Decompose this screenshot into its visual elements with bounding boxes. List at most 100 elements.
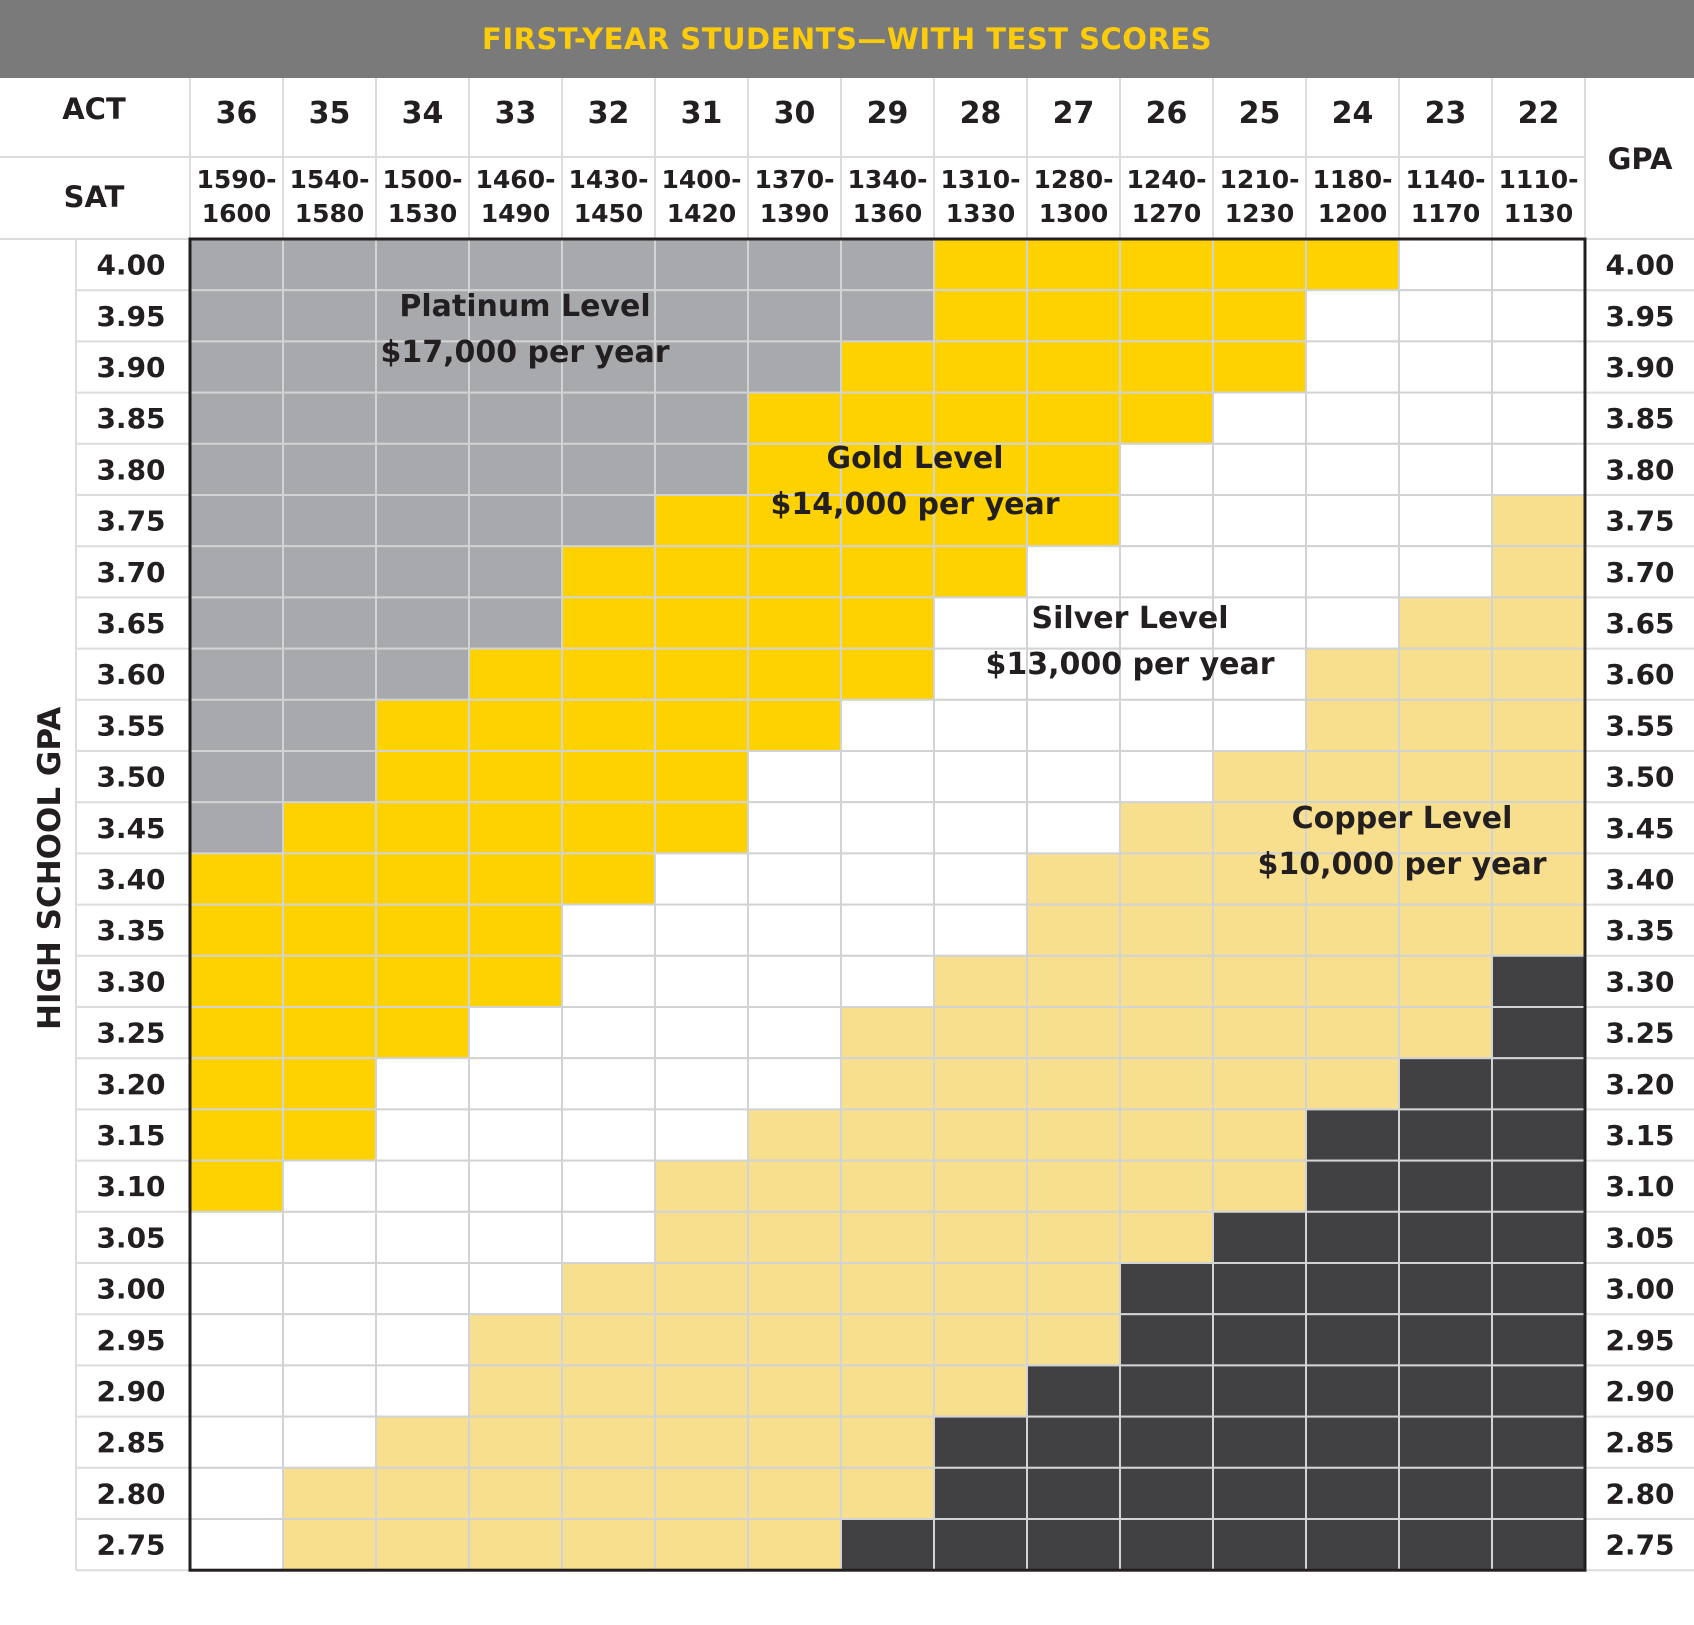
grid-cell xyxy=(189,238,284,292)
grid-cell xyxy=(1398,1415,1493,1469)
grid-cell xyxy=(189,1159,284,1213)
grid-cell xyxy=(1119,1262,1214,1316)
grid-cell xyxy=(1398,1313,1493,1367)
grid-cell xyxy=(654,903,749,957)
grid-cell xyxy=(1305,596,1400,650)
grid-cell xyxy=(933,1415,1028,1469)
grid-cell xyxy=(1398,647,1493,701)
sat-range-label: 1400- xyxy=(662,165,742,194)
grid-cell xyxy=(468,954,563,1008)
grid-cell xyxy=(654,1466,749,1521)
grid-cell xyxy=(933,750,1028,804)
grid-cell xyxy=(375,954,470,1008)
grid-cell xyxy=(1026,1313,1121,1367)
grid-cell xyxy=(1119,954,1214,1008)
gpa-row-label-left: 3.80 xyxy=(96,453,165,486)
sat-range-label: 1590- xyxy=(197,165,277,194)
grid-cell xyxy=(561,1262,656,1316)
grid-cell xyxy=(1212,1006,1307,1060)
grid-cell xyxy=(375,1364,470,1418)
grid-cell xyxy=(375,1466,470,1521)
grid-cell xyxy=(747,238,842,292)
grid-cell xyxy=(375,1415,470,1469)
grid-cell xyxy=(1119,1466,1214,1521)
grid-cell xyxy=(1212,1057,1307,1111)
grid-cell xyxy=(654,1159,749,1213)
grid-cell xyxy=(1398,442,1493,496)
grid-cell xyxy=(1398,545,1493,599)
grid-cell xyxy=(189,1364,284,1418)
grid-cell xyxy=(1212,698,1307,752)
grid-cell xyxy=(561,1159,656,1213)
grid-cell xyxy=(840,647,935,701)
sat-range-label: 1420 xyxy=(667,199,737,228)
silver-level-name: Silver Level xyxy=(1031,601,1229,636)
gpa-row-label-left: 4.00 xyxy=(96,249,165,282)
grid-cell xyxy=(1398,289,1493,343)
sat-range-label: 1280- xyxy=(1034,165,1114,194)
act-score-label: 35 xyxy=(309,96,351,131)
grid-cell xyxy=(933,1364,1028,1418)
grid-cell xyxy=(282,289,377,343)
grid-cell xyxy=(1119,1210,1214,1265)
sat-range-label: 1450 xyxy=(574,199,644,228)
grid-cell xyxy=(1026,1518,1121,1572)
grid-cell xyxy=(375,596,470,650)
grid-cell xyxy=(1212,1108,1307,1162)
gpa-row-label-right: 3.25 xyxy=(1605,1017,1674,1050)
grid-cell xyxy=(561,1006,656,1060)
gpa-row-label-left: 3.20 xyxy=(96,1068,165,1101)
grid-cell xyxy=(747,1415,842,1469)
grid-cell xyxy=(561,391,656,445)
grid-cell xyxy=(1119,750,1214,804)
grid-cell xyxy=(468,801,563,855)
grid-cell xyxy=(840,954,935,1008)
grid-cell xyxy=(468,1415,563,1469)
grid-cell xyxy=(1212,954,1307,1008)
grid-cell xyxy=(840,442,935,496)
grid-cell xyxy=(654,647,749,701)
grid-cell xyxy=(1305,698,1400,752)
grid-cell xyxy=(189,1313,284,1367)
grid-cell xyxy=(282,801,377,855)
grid-cell xyxy=(468,1057,563,1111)
grid-cell xyxy=(1491,903,1586,957)
grid-cell xyxy=(840,801,935,855)
grid-cell xyxy=(654,1415,749,1469)
grid-cell xyxy=(189,1006,284,1060)
act-score-label: 25 xyxy=(1239,96,1281,131)
grid-cell xyxy=(1026,1006,1121,1060)
grid-cell xyxy=(468,494,563,548)
grid-cell xyxy=(747,954,842,1008)
grid-cell xyxy=(840,698,935,752)
grid-cell xyxy=(282,1108,377,1162)
grid-cell xyxy=(747,1262,842,1316)
act-score-label: 26 xyxy=(1146,96,1188,131)
grid-cell xyxy=(1119,801,1214,855)
sat-range-label: 1370- xyxy=(755,165,835,194)
grid-cell xyxy=(1398,1364,1493,1418)
sat-range-label: 1170 xyxy=(1411,199,1481,228)
grid-cell xyxy=(747,1364,842,1418)
copper-level-label: Copper Level $10,000 per year xyxy=(1222,796,1582,888)
grid-cell xyxy=(1026,852,1121,906)
grid-cell xyxy=(189,340,284,394)
copper-level-amount: $10,000 per year xyxy=(1257,847,1547,882)
grid-cell xyxy=(375,801,470,855)
grid-cell xyxy=(1119,442,1214,496)
act-score-label: 30 xyxy=(774,96,816,131)
gpa-row-label-right: 3.80 xyxy=(1605,453,1674,486)
grid-cell xyxy=(840,903,935,957)
grid-cell xyxy=(468,903,563,957)
grid-cell xyxy=(375,1006,470,1060)
sat-range-label: 1460- xyxy=(476,165,556,194)
grid-cell xyxy=(1305,1518,1400,1572)
grid-cell xyxy=(1026,238,1121,292)
grid-cell xyxy=(1026,1108,1121,1162)
grid-cell xyxy=(1491,442,1586,496)
grid-cell xyxy=(468,596,563,650)
grid-cell xyxy=(1026,903,1121,957)
grid-cell xyxy=(840,1364,935,1418)
grid-cell xyxy=(1398,852,1493,906)
grid-cell xyxy=(1212,1313,1307,1367)
